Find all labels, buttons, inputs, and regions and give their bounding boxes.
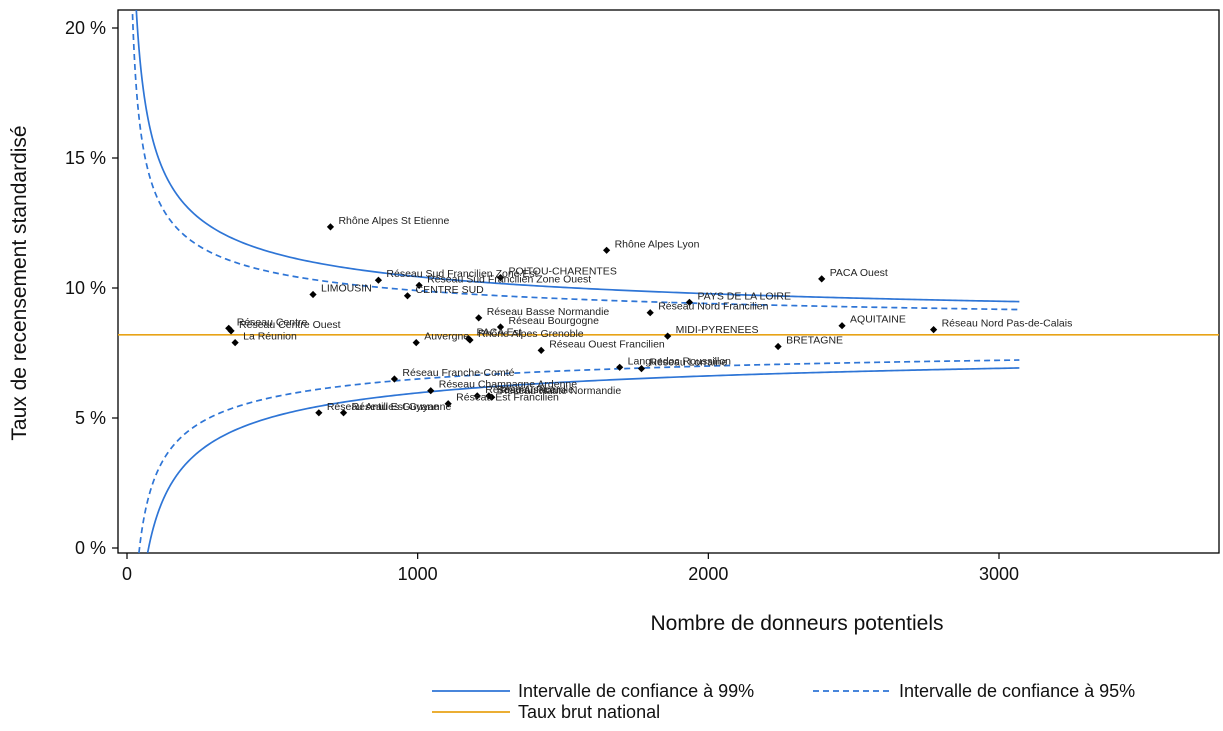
legend-label: Intervalle de confiance à 99% [518, 681, 754, 701]
data-point-label: Réseau Lorraine [649, 357, 727, 369]
data-point-label: MIDI-PYRENEES [676, 324, 759, 336]
data-point-label: BRETAGNE [786, 335, 843, 347]
data-point [231, 339, 239, 347]
legend-label: Intervalle de confiance à 95% [899, 681, 1135, 701]
legend-label: Taux brut national [518, 702, 660, 722]
data-point-label: Rhône Alpes Lyon [615, 238, 700, 250]
data-point-label: Réseau Antilles Guyane [327, 401, 439, 413]
y-tick-label: 15 % [65, 148, 106, 168]
data-point-label: POITOU-CHARENTES [509, 266, 617, 278]
plot-area: Rhône Alpes St Etienne Rhône Alpes Lyon PO… [117, 9, 1220, 554]
data-point [403, 292, 412, 300]
data-point-label: Rhône Alpes St Etienne [338, 215, 449, 227]
data-point [374, 276, 383, 284]
x-axis: 0 1000 2000 3000 [122, 553, 1019, 584]
data-point [603, 246, 611, 254]
data-point-label: PACA Est [477, 327, 522, 339]
y-axis: 0 % 5 % 10 % 15 % 20 % [65, 18, 118, 558]
data-point [475, 314, 483, 322]
data-point-label: Réseau Bourgogne [509, 315, 600, 327]
data-point [664, 332, 672, 340]
data-points [225, 223, 938, 417]
data-point [309, 290, 317, 299]
data-point [225, 324, 233, 332]
data-point [412, 339, 420, 347]
data-point [496, 274, 505, 282]
data-point-label: PACA Ouest [830, 267, 888, 279]
data-point [930, 326, 938, 334]
data-point [537, 346, 545, 354]
data-point-label: Réseau Est Guyanne [352, 401, 452, 413]
y-axis-title: Taux de recensement standardisé [8, 125, 31, 440]
data-point-label: LIMOUSIN [321, 283, 372, 295]
ci99-lower-curve [146, 367, 1020, 554]
data-point-label: PAYS DE LA LOIRE [697, 290, 791, 302]
data-point-label: Auvergne [424, 331, 469, 343]
data-point-labels: Rhône Alpes St Etienne Rhône Alpes Lyon PO… [237, 215, 1073, 413]
data-point [315, 409, 323, 417]
y-tick-label: 10 % [65, 278, 106, 298]
data-point [227, 327, 235, 335]
data-point [685, 298, 694, 306]
ci95-upper-curve [131, 14, 1020, 311]
y-tick-label: 0 % [75, 538, 106, 558]
legend: Intervalle de confiance à 99% Intervalle … [432, 681, 1135, 722]
data-point-label: Réseau Haute Normandie [500, 385, 622, 397]
data-point-label: Réseau Franche-Comté [402, 367, 514, 379]
data-point [774, 342, 782, 351]
x-axis-title: Nombre de donneurs potentiels [650, 612, 943, 635]
data-point-label: Réseau Champagne Ardenne [439, 379, 578, 391]
data-point-label: La Réunion [243, 331, 297, 343]
data-point [646, 309, 654, 317]
data-point [444, 400, 452, 408]
data-point [390, 375, 399, 383]
data-point-label: Réseau Sud Francilien Zone Ouest [427, 273, 591, 285]
data-point [339, 409, 348, 417]
data-point [838, 322, 846, 330]
data-point-label: Réseau Est Francilien [456, 392, 559, 404]
y-tick-label: 5 % [75, 408, 106, 428]
data-point [616, 363, 624, 371]
data-point-label: Réseau Centre [237, 316, 308, 328]
data-point [496, 323, 505, 331]
ci99-upper-curve [135, 9, 1020, 303]
plot-frame [117, 9, 1220, 554]
x-tick-label: 1000 [398, 564, 438, 584]
data-point-label: Réseau Picardie [497, 384, 574, 396]
x-tick-label: 3000 [979, 564, 1019, 584]
ci95-lower-curve [138, 359, 1020, 554]
data-point [415, 281, 423, 289]
data-point-label: Réseau Nord Francilien [658, 301, 768, 313]
data-point [818, 275, 826, 283]
data-point-label: Rhône Alpes Grenoble [478, 328, 584, 340]
data-point-label: AQUITAINE [850, 314, 906, 326]
data-point-label: Réseau Nord Pas-de-Calais [942, 318, 1073, 330]
y-tick-label: 20 % [65, 18, 106, 38]
data-point [473, 392, 481, 400]
data-point [326, 223, 335, 231]
data-point-label: Réseau Ouest Francilien [549, 338, 665, 350]
data-point [637, 365, 646, 373]
data-point-label: Réseau Basse Normandie [487, 306, 610, 318]
data-point [488, 393, 496, 401]
x-tick-label: 0 [122, 564, 132, 584]
data-point [427, 387, 435, 395]
data-point [466, 336, 474, 344]
x-tick-label: 2000 [688, 564, 728, 584]
data-point-label: Réseau Sud Francilien Zone Est [386, 268, 537, 280]
data-point-label: Réseau Alsace [485, 384, 555, 396]
data-point-label: Réseau Centre Ouest [239, 319, 341, 331]
data-point-label: CENTRE SUD [415, 284, 484, 296]
data-point-label: Languedoc Roussillon [628, 355, 731, 367]
